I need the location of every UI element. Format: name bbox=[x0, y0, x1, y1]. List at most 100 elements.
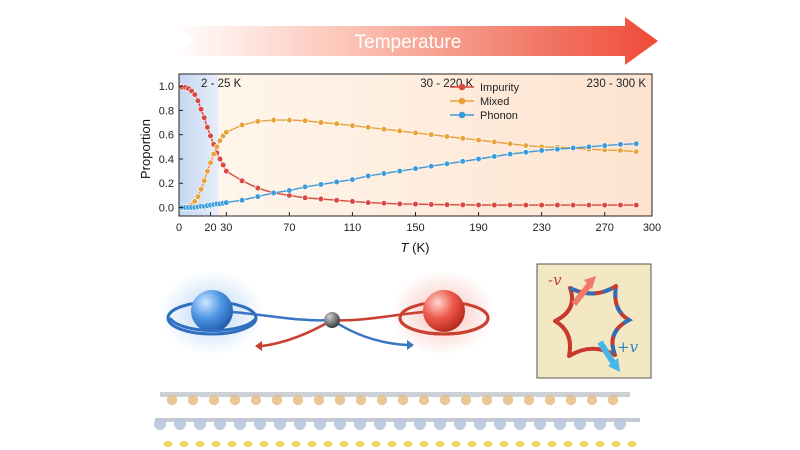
x-tick-label: 20 bbox=[204, 222, 216, 234]
mixed-point bbox=[213, 143, 220, 150]
lattice-atom-orange bbox=[439, 394, 451, 406]
lattice-atom-orange bbox=[313, 394, 325, 406]
impurity-point bbox=[459, 201, 466, 208]
x-tick-label: 300 bbox=[643, 222, 661, 234]
lattice-atom-orange bbox=[166, 394, 178, 406]
impurity-point bbox=[223, 167, 230, 175]
red-ring-front bbox=[398, 317, 490, 336]
temperature-banner: Temperature bbox=[172, 17, 658, 65]
x-axis-label-unit: (K) bbox=[412, 240, 429, 255]
y-tick-label: 0.6 bbox=[159, 130, 174, 142]
impurity-point bbox=[570, 201, 577, 209]
mixed-point bbox=[459, 135, 466, 142]
lattice-atom-blue bbox=[454, 418, 466, 430]
blue-ion bbox=[191, 290, 233, 332]
lattice-atom-orange bbox=[292, 394, 304, 406]
lattice-atom-blue bbox=[594, 418, 606, 430]
red-ion bbox=[423, 290, 465, 332]
mixed-point bbox=[207, 159, 214, 166]
plus-velocity-label: +v bbox=[617, 338, 639, 356]
impurity-point bbox=[507, 201, 514, 209]
phonon-point bbox=[491, 153, 498, 160]
phonon-point bbox=[223, 199, 230, 206]
mixed-point bbox=[522, 142, 529, 149]
mixed-point bbox=[412, 129, 419, 136]
mixed-point bbox=[201, 177, 208, 184]
phonon-point bbox=[365, 172, 372, 180]
legend-marker-mixed bbox=[458, 97, 466, 105]
lattice-atom-yellow bbox=[211, 441, 221, 447]
lattice-atom-blue bbox=[474, 418, 486, 430]
mixed-point bbox=[396, 127, 403, 135]
lattice-atom-yellow bbox=[467, 441, 477, 447]
minus-velocity-label: -v bbox=[548, 271, 562, 289]
lattice-atom-yellow bbox=[387, 441, 397, 447]
lattice-atom-orange bbox=[397, 394, 409, 406]
impurity-point bbox=[302, 194, 309, 201]
mixed-point bbox=[286, 117, 293, 124]
series-phonon bbox=[179, 140, 640, 211]
lattice-atom-yellow bbox=[339, 441, 349, 447]
hexagonal-contour-blue bbox=[569, 281, 634, 356]
lattice-atom-orange bbox=[229, 394, 241, 406]
lattice-atom-yellow bbox=[419, 441, 429, 447]
impurity-point bbox=[428, 201, 435, 208]
phonon-point bbox=[428, 163, 435, 170]
mixed-point bbox=[197, 186, 205, 193]
lattice-atom-blue bbox=[174, 418, 186, 430]
lattice-atom-blue bbox=[614, 418, 626, 430]
y-tick-label: 0.4 bbox=[159, 154, 174, 166]
blue-ring-front bbox=[168, 317, 258, 333]
lattice-atom-blue bbox=[374, 418, 386, 430]
lattice-atom-orange bbox=[418, 394, 430, 406]
lattice-atom-blue bbox=[414, 418, 426, 430]
impurity-point bbox=[216, 155, 224, 163]
impurity-point bbox=[194, 97, 202, 104]
plus-velocity-arrow bbox=[597, 340, 617, 366]
mixed-point bbox=[302, 117, 309, 124]
plot-background bbox=[179, 74, 652, 216]
proportion-chart: 2 - 25 K 30 - 220 K 230 - 300 K 0 20 30 70 110… bbox=[138, 73, 661, 255]
mixed-point bbox=[365, 124, 372, 131]
lattice-atom-orange bbox=[271, 394, 283, 406]
legend-marker-impurity bbox=[458, 83, 466, 91]
phonon-point bbox=[570, 144, 577, 152]
mixed-point bbox=[617, 147, 624, 154]
mixed-point bbox=[491, 138, 498, 146]
lattice-atom-yellow bbox=[355, 441, 365, 447]
phonon-point bbox=[333, 178, 340, 186]
phonon-point bbox=[459, 158, 466, 165]
phonon-point bbox=[286, 187, 293, 194]
lattice-atom-blue bbox=[314, 418, 326, 430]
lattice-atom-blue bbox=[194, 418, 206, 430]
impurity-point bbox=[365, 199, 372, 206]
lattice-atom-blue bbox=[234, 418, 246, 430]
lattice-atom-yellow bbox=[275, 441, 285, 447]
lattice-atom-orange bbox=[187, 394, 199, 406]
phonon-point bbox=[270, 189, 277, 197]
legend-label-impurity: Impurity bbox=[480, 82, 520, 94]
plus-velocity-arrowhead bbox=[608, 358, 620, 372]
impurity-point bbox=[601, 201, 608, 209]
impurity-point bbox=[554, 201, 561, 209]
lattice-atom-yellow bbox=[259, 441, 269, 447]
y-tick-label: 0.2 bbox=[159, 178, 174, 190]
lattice-atom-orange bbox=[565, 394, 577, 406]
x-tick-label: 150 bbox=[406, 222, 424, 234]
lattice-atom-yellow bbox=[227, 441, 237, 447]
phonon-point bbox=[633, 140, 640, 147]
mixed-point bbox=[380, 126, 388, 133]
mixed-point bbox=[317, 119, 325, 126]
lattice-atom-yellow bbox=[451, 441, 461, 447]
phonon-point bbox=[349, 176, 356, 183]
minus-velocity-arrow bbox=[571, 282, 593, 306]
impurity-point bbox=[254, 184, 261, 192]
lattice-atom-yellow bbox=[307, 441, 317, 447]
region-label-1: 2 - 25 K bbox=[201, 78, 242, 90]
x-axis-label: T (K) bbox=[401, 240, 430, 255]
lattice-atom-orange bbox=[460, 394, 472, 406]
y-tick-label: 1.0 bbox=[159, 81, 174, 93]
phonon-point bbox=[475, 155, 482, 163]
mixed-point bbox=[191, 198, 198, 205]
mixed-point bbox=[349, 122, 356, 129]
